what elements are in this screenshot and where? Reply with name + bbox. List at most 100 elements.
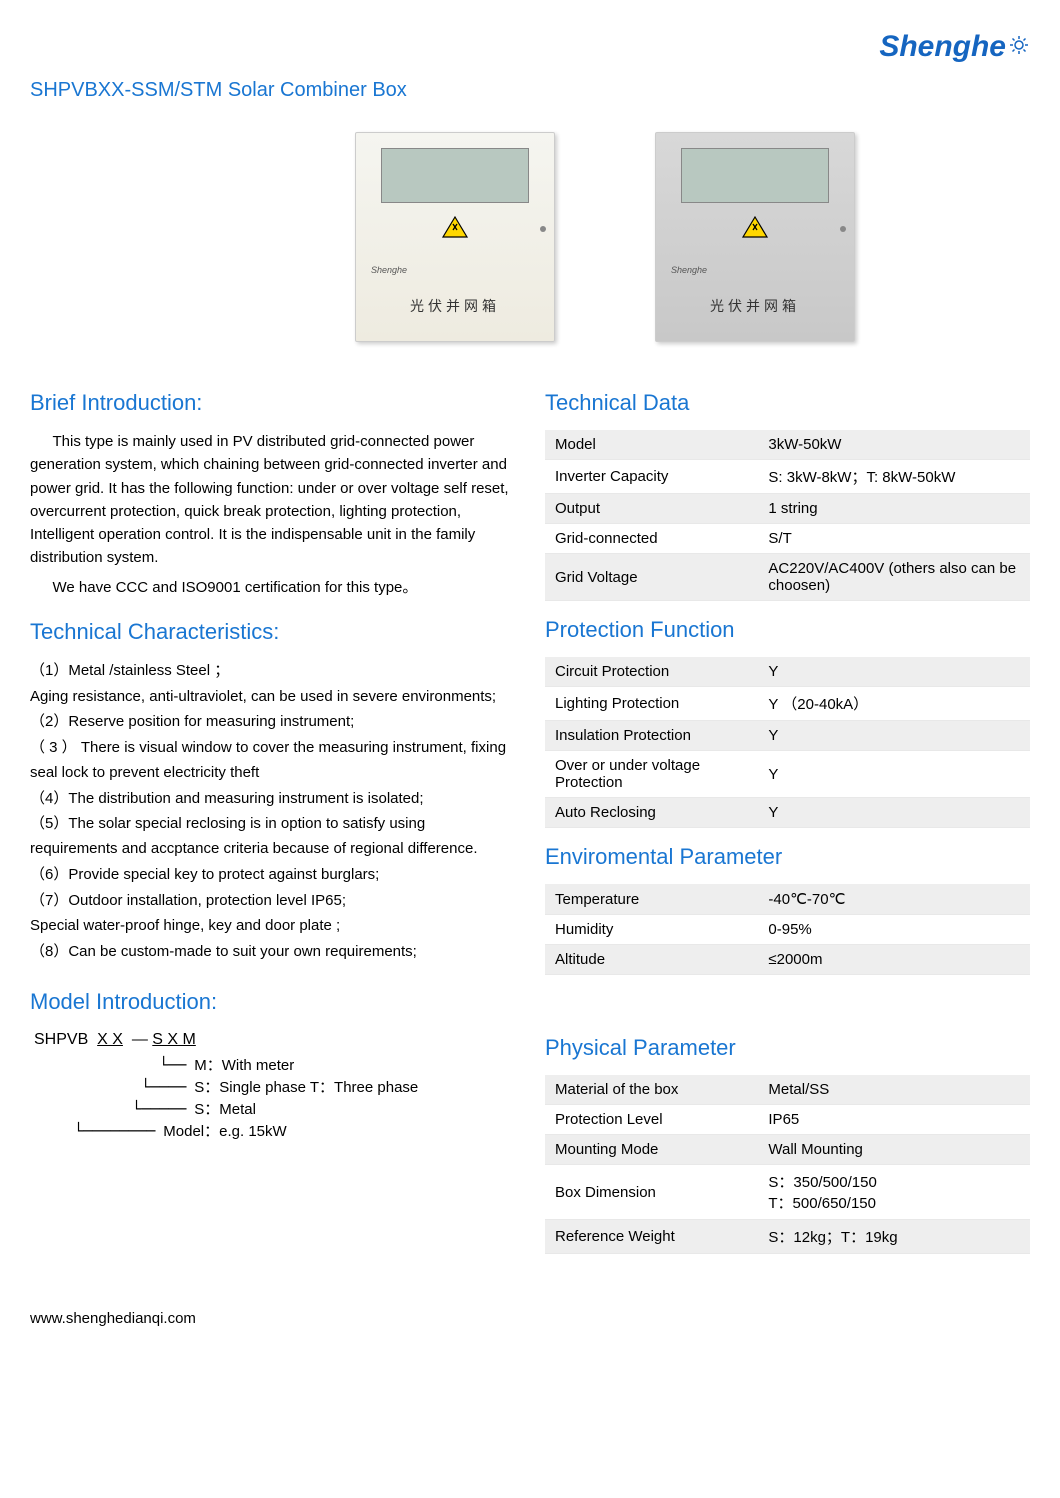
table-value: ≤2000m [758,945,1030,975]
box-window [681,148,829,203]
table-row: Lighting ProtectionY （20-40kA） [545,687,1030,721]
box-chinese-label: 光伏并网箱 [410,296,500,316]
model-xx: X X [97,1031,123,1048]
brand-logo: Shenghe [879,30,1030,64]
table-key: Protection Level [545,1105,758,1135]
right-column: Technical Data Model3kW-50kWInverter Cap… [545,382,1030,1270]
intro-p2: We have CCC and ISO9001 certification fo… [30,576,515,599]
table-value: Metal/SS [758,1075,1030,1105]
table-row: Altitude≤2000m [545,945,1030,975]
table-value: S：350/500/150 T：500/650/150 [758,1165,1030,1220]
main-columns: Brief Introduction: This type is mainly … [30,382,1030,1270]
protection-table: Circuit ProtectionYLighting ProtectionY … [545,657,1030,828]
table-key: Box Dimension [545,1165,758,1220]
table-row: Model3kW-50kW [545,430,1030,460]
table-row: Temperature-40℃-70℃ [545,884,1030,915]
table-key: Altitude [545,945,758,975]
box-latch [540,226,546,232]
warning-triangle-icon [441,215,469,243]
box-brand-label: Shenghe [371,265,407,275]
box-chinese-label: 光伏并网箱 [710,296,800,316]
tech-char-item: （ 3 ） There is visual window to cover th… [30,736,515,786]
model-sep: — [132,1031,148,1048]
tech-char-list: （1）Metal /stainless Steel ；Aging resista… [30,659,515,965]
table-value: 3kW-50kW [758,430,1030,460]
table-row: Auto ReclosingY [545,798,1030,828]
legend-text: Model：e.g. 15kW [163,1121,286,1142]
legend-row: └─────S：Metal [114,1099,515,1120]
tech-char-item: Special water-proof hinge, key and door … [30,914,515,939]
table-row: Protection LevelIP65 [545,1105,1030,1135]
table-row: Inverter CapacityS: 3kW-8kW；T: 8kW-50kW [545,460,1030,494]
tech-char-item: （7）Outdoor installation, protection leve… [30,889,515,914]
tech-char-item: （8）Can be custom-made to suit your own r… [30,940,515,965]
physical-table: Material of the boxMetal/SSProtection Le… [545,1075,1030,1254]
table-value: 1 string [758,494,1030,524]
table-key: Over or under voltage Protection [545,751,758,798]
table-key: Grid-connected [545,524,758,554]
table-row: Grid-connectedS/T [545,524,1030,554]
table-row: Insulation ProtectionY [545,721,1030,751]
legend-row: └──── S：Single phase T：Three phase [114,1077,515,1098]
table-value: Y [758,751,1030,798]
table-value: S：12kg；T：19kg [758,1220,1030,1254]
legend-text: S：Single phase T：Three phase [194,1077,418,1098]
legend-connector-icon: └── [114,1055,186,1076]
physical-heading: Physical Parameter [545,1035,1030,1061]
logo-sun-icon [1008,30,1030,64]
table-value: Y （20-40kA） [758,687,1030,721]
protection-heading: Protection Function [545,617,1030,643]
tech-char-heading: Technical Characteristics: [30,619,515,645]
legend-text: M：With meter [194,1055,294,1076]
page-title: SHPVBXX-SSM/STM Solar Combiner Box [30,79,1030,102]
product-box-steel: Shenghe 光伏并网箱 [655,132,855,342]
logo-text: Shenghe [879,30,1006,63]
table-row: Material of the boxMetal/SS [545,1075,1030,1105]
table-value: -40℃-70℃ [758,884,1030,915]
tech-char-item: （1）Metal /stainless Steel ； [30,659,515,684]
table-key: Humidity [545,915,758,945]
model-code: SHPVB X X — S X M [34,1029,515,1051]
tech-char-item: Aging resistance, anti-ultraviolet, can … [30,685,515,710]
model-intro-heading: Model Introduction: [30,989,515,1015]
footer-url: www.shenghedianqi.com [30,1310,1030,1327]
table-key: Reference Weight [545,1220,758,1254]
table-key: Mounting Mode [545,1135,758,1165]
legend-connector-icon: └───── [114,1099,186,1120]
intro-p1: This type is mainly used in PV distribut… [30,430,515,570]
legend-connector-icon: └──── [114,1077,186,1098]
table-value: S/T [758,524,1030,554]
table-value: 0-95% [758,915,1030,945]
table-value: AC220V/AC400V (others also can be choose… [758,554,1030,601]
legend-connector-icon: └──────── [74,1121,155,1142]
box-window [381,148,529,203]
legend-row: └── M：With meter [114,1055,515,1076]
tech-data-heading: Technical Data [545,390,1030,416]
table-value: Wall Mounting [758,1135,1030,1165]
left-column: Brief Introduction: This type is mainly … [30,382,515,1270]
table-key: Insulation Protection [545,721,758,751]
box-latch [840,226,846,232]
table-key: Model [545,430,758,460]
tech-char-item: （4）The distribution and measuring instru… [30,787,515,812]
table-value: Y [758,657,1030,687]
table-row: Over or under voltage ProtectionY [545,751,1030,798]
table-row: Mounting ModeWall Mounting [545,1135,1030,1165]
table-key: Output [545,494,758,524]
brief-intro-text: This type is mainly used in PV distribut… [30,430,515,599]
table-row: Humidity0-95% [545,915,1030,945]
table-row: Grid VoltageAC220V/AC400V (others also c… [545,554,1030,601]
table-value: IP65 [758,1105,1030,1135]
product-box-white: Shenghe 光伏并网箱 [355,132,555,342]
table-key: Auto Reclosing [545,798,758,828]
brief-intro-heading: Brief Introduction: [30,390,515,416]
table-row: Box DimensionS：350/500/150 T：500/650/150 [545,1165,1030,1220]
legend-row: └──────── Model：e.g. 15kW [74,1121,515,1142]
tech-char-item: （6）Provide special key to protect agains… [30,863,515,888]
product-images: Shenghe 光伏并网箱 Shenghe 光伏并网箱 [30,132,1030,342]
table-row: Reference WeightS：12kg；T：19kg [545,1220,1030,1254]
model-diagram: SHPVB X X — S X M └── M：With meter └──── S… [30,1029,515,1142]
tech-data-table: Model3kW-50kWInverter CapacityS: 3kW-8kW… [545,430,1030,601]
model-sxm: S X M [152,1031,196,1048]
table-key: Circuit Protection [545,657,758,687]
